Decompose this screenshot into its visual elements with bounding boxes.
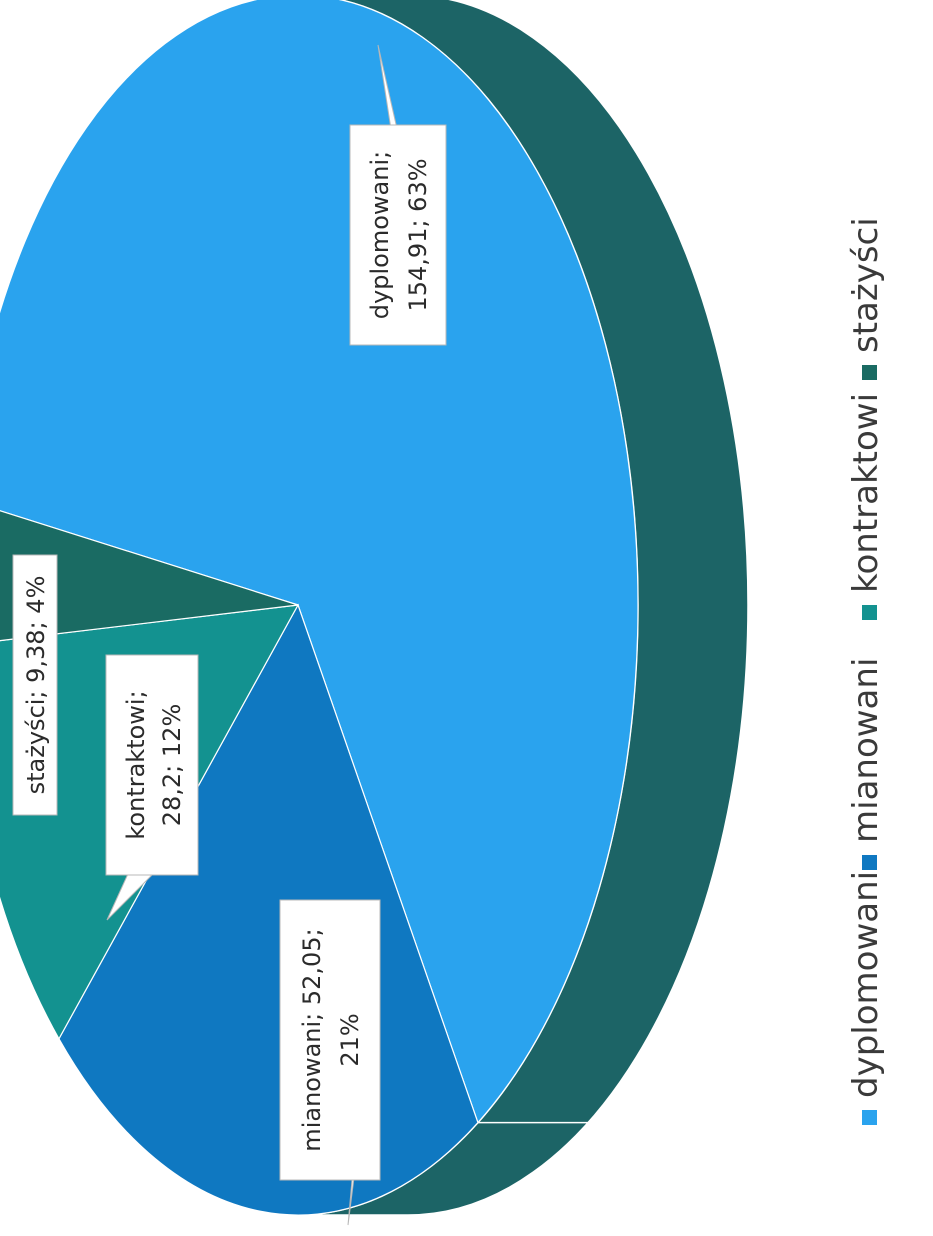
legend-swatch-dyplomowani <box>862 1110 877 1125</box>
legend-items: dyplomowani mianowani kontraktowi stażyści <box>846 217 886 1125</box>
data-labels: dyplomowani; 154,91; 63% mianowani; 52,0… <box>12 44 447 1226</box>
legend: dyplomowani mianowani kontraktowi stażyści <box>846 217 886 1125</box>
label-kontraktowi: kontraktowi; 28,2; 12% <box>105 654 199 921</box>
label-stazysci: stażyści; 9,38; 4% <box>12 554 58 816</box>
label-mianowani-line1: mianowani; 52,05; <box>298 928 326 1151</box>
label-kontraktowi-line1: kontraktowi; <box>122 690 150 839</box>
legend-label-kontraktowi: kontraktowi <box>846 393 886 593</box>
label-dyplomowani-line1: dyplomowani; <box>366 151 394 319</box>
legend-label-stażyści: stażyści <box>846 217 886 353</box>
legend-label-mianowani: mianowani <box>846 658 886 843</box>
label-dyplomowani: dyplomowani; 154,91; 63% <box>349 44 447 346</box>
label-box-mianowani <box>279 899 381 1181</box>
label-box-dyplomowani <box>349 124 447 346</box>
legend-swatch-stażyści <box>862 365 877 380</box>
pie-slice-dyplomowani <box>0 0 639 1124</box>
pie-slice-stażyści <box>0 510 299 642</box>
label-box-kontraktowi <box>105 654 199 876</box>
label-stazysci-line1: stażyści; 9,38; 4% <box>22 576 50 795</box>
label-mianowani: mianowani; 52,05; 21% <box>279 899 381 1226</box>
label-kontraktowi-line2: 28,2; 12% <box>158 704 186 827</box>
label-dyplomowani-line2: 154,91; 63% <box>404 158 432 311</box>
legend-label-dyplomowani: dyplomowani <box>846 871 886 1098</box>
label-box-stazysci <box>12 554 58 816</box>
label-mianowani-line2: 21% <box>336 1013 364 1066</box>
legend-swatch-kontraktowi <box>862 605 877 620</box>
legend-swatch-mianowani <box>862 855 877 870</box>
